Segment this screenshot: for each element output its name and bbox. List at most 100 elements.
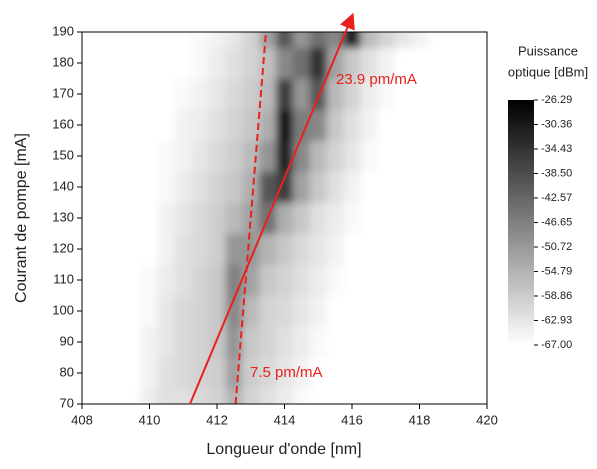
heatmap-cell <box>411 78 429 110</box>
heatmap-cell <box>360 326 378 358</box>
heatmap-cell <box>174 171 193 203</box>
colorbar-tick-label: -50.72 <box>541 241 572 253</box>
heatmap-cell <box>276 202 294 234</box>
heatmap-cell <box>191 140 210 172</box>
heatmap-cell <box>259 171 277 203</box>
heatmap-cell <box>343 171 361 203</box>
heatmap-cell <box>174 140 193 172</box>
heatmap-cell <box>377 264 395 296</box>
heatmap-cell <box>326 326 345 358</box>
heatmap-cell <box>191 202 210 234</box>
heatmap-cell <box>174 233 193 265</box>
heatmap-cell <box>309 233 328 265</box>
heatmap-cell <box>174 109 193 141</box>
heatmap-cell <box>157 295 176 327</box>
heatmap-cell <box>394 171 412 203</box>
heatmap-cell <box>360 264 378 296</box>
heatmap-cell <box>292 264 311 296</box>
heatmap-cell <box>411 326 429 358</box>
heatmap-cell <box>411 171 429 203</box>
heatmap-cell <box>141 264 159 296</box>
heatmap-cell <box>394 202 412 234</box>
heatmap-cell <box>242 78 260 110</box>
colorbar-tick-label: -46.65 <box>541 216 572 228</box>
annotation: 7.5 pm/mA <box>250 364 323 381</box>
heatmap-cell <box>292 326 311 358</box>
heatmap-cell <box>309 264 328 296</box>
y-tick-label: 120 <box>52 240 74 255</box>
heatmap-cell <box>174 388 193 404</box>
heatmap-cell <box>124 326 142 358</box>
heatmap-cell <box>427 388 446 404</box>
heatmap-cell <box>411 357 429 389</box>
heatmap-cell <box>157 202 176 234</box>
heatmap-cell <box>427 326 446 358</box>
heatmap-cell <box>276 109 294 141</box>
heatmap-cell <box>191 295 210 327</box>
heatmap-cell <box>427 295 446 327</box>
heatmap-cell <box>141 140 159 172</box>
heatmap-cell <box>292 388 311 404</box>
heatmap-cell <box>157 32 176 48</box>
heatmap-cell <box>157 171 176 203</box>
heatmap-cell <box>292 32 311 48</box>
heatmap-cell <box>276 264 294 296</box>
heatmap-cell <box>259 233 277 265</box>
heatmap-cell <box>343 264 361 296</box>
heatmap-cell <box>225 171 243 203</box>
heatmap-cell <box>427 47 446 79</box>
heatmap-cell <box>141 357 159 389</box>
heatmap-cell <box>141 171 159 203</box>
heatmap-cell <box>141 326 159 358</box>
colorbar-tick-label: -62.93 <box>541 314 572 326</box>
heatmap-cell <box>394 326 412 358</box>
heatmap-cell <box>174 32 193 48</box>
heatmap-cell <box>157 357 176 389</box>
x-tick-label: 412 <box>206 412 228 427</box>
heatmap-cell <box>174 264 193 296</box>
heatmap-cell <box>225 388 243 404</box>
heatmap-cell <box>124 202 142 234</box>
heatmap-cell <box>191 109 210 141</box>
heatmap-cell <box>242 388 260 404</box>
heatmap <box>124 32 446 404</box>
heatmap-cell <box>292 171 311 203</box>
heatmap-cell <box>276 388 294 404</box>
colorbar-tick-label: -34.43 <box>541 143 572 155</box>
colorbar-title: Puissance <box>518 43 578 58</box>
heatmap-cell <box>124 357 142 389</box>
heatmap-cell <box>427 233 446 265</box>
heatmap-cell <box>394 264 412 296</box>
heatmap-cell <box>377 32 395 48</box>
heatmap-cell <box>208 109 226 141</box>
heatmap-cell <box>208 140 226 172</box>
heatmap-cell <box>174 47 193 79</box>
heatmap-cell <box>276 171 294 203</box>
heatmap-cell <box>326 47 345 79</box>
heatmap-cell <box>326 109 345 141</box>
y-tick-label: 70 <box>60 395 74 410</box>
heatmap-cell <box>157 264 176 296</box>
heatmap-cell <box>343 109 361 141</box>
heatmap-cell <box>191 357 210 389</box>
y-tick-label: 180 <box>52 54 74 69</box>
heatmap-cell <box>259 78 277 110</box>
colorbar-tick-label: -42.57 <box>541 192 572 204</box>
x-axis-title: Longueur d'onde [nm] <box>206 441 361 458</box>
y-tick-label: 140 <box>52 178 74 193</box>
heatmap-cell <box>259 326 277 358</box>
heatmap-cell <box>259 388 277 404</box>
colorbar-tick-label: -26.29 <box>541 94 572 106</box>
heatmap-cell <box>360 78 378 110</box>
heatmap-cell <box>309 357 328 389</box>
colorbar-tick-label: -54.79 <box>541 265 572 277</box>
heatmap-cell <box>174 202 193 234</box>
x-tick-label: 418 <box>409 412 431 427</box>
heatmap-cell <box>225 32 243 48</box>
heatmap-cell <box>343 47 361 79</box>
heatmap-cell <box>208 233 226 265</box>
heatmap-cell <box>377 202 395 234</box>
heatmap-cell <box>259 32 277 48</box>
heatmap-cell <box>394 109 412 141</box>
